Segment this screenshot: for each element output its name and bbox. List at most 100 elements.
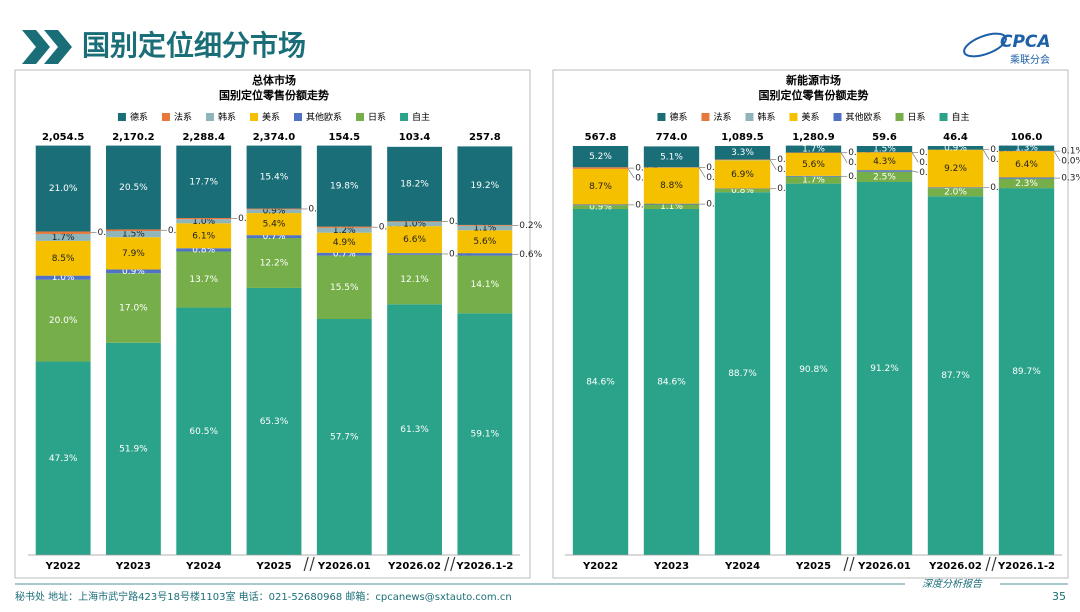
data-label: 12.1% — [400, 275, 429, 285]
legend-swatch — [162, 113, 170, 121]
total-label: 106.0 — [1011, 132, 1043, 143]
x-tick-label: Y2026.01 — [317, 561, 371, 572]
legend-swatch — [701, 113, 709, 121]
total-label: 257.8 — [469, 132, 501, 143]
data-label: 14.1% — [471, 280, 500, 290]
data-label: 89.7% — [1012, 367, 1041, 377]
x-tick-label: Y2023 — [115, 561, 151, 572]
bar-segment — [928, 187, 983, 188]
legend-label: 美系 — [801, 111, 819, 123]
logo: CPCA — [1000, 32, 1051, 52]
legend-label: 法系 — [713, 111, 731, 123]
leader-line — [1054, 151, 1060, 161]
axis-break — [451, 557, 455, 571]
bar-segment — [573, 167, 628, 169]
data-label: 6.6% — [403, 235, 426, 245]
bar-segment — [857, 170, 912, 172]
total-label: 46.4 — [943, 132, 968, 143]
data-label: 1.7% — [52, 233, 75, 243]
bar-segment — [786, 176, 841, 177]
bar-segment — [457, 225, 512, 226]
chart-title: 总体市场 — [252, 73, 296, 87]
data-label: 2.5% — [873, 172, 896, 182]
data-label: 1.5% — [873, 145, 896, 155]
data-label: 1.7% — [802, 145, 825, 155]
data-label: 8.5% — [52, 254, 75, 264]
legend-swatch — [206, 113, 214, 121]
data-label: 19.2% — [471, 181, 500, 191]
data-label: 6.4% — [1015, 160, 1038, 170]
legend-swatch — [789, 113, 797, 121]
data-label: 5.2% — [589, 152, 612, 162]
leader-line — [770, 160, 776, 170]
data-label: 84.6% — [657, 377, 686, 387]
data-label: 0.0% — [1061, 157, 1080, 167]
legend-swatch — [294, 113, 302, 121]
legend-label: 日系 — [908, 112, 926, 123]
legend-label: 韩系 — [218, 111, 236, 123]
bar-segment — [387, 221, 442, 222]
data-label: 59.1% — [471, 430, 500, 440]
data-label: 21.0% — [49, 184, 78, 194]
legend-swatch — [745, 113, 753, 121]
axis-break — [986, 557, 990, 571]
leader-line — [841, 153, 847, 163]
data-label: 1.5% — [122, 230, 145, 240]
total-label: 2,374.0 — [253, 132, 295, 143]
leader-line — [912, 153, 918, 163]
data-label: 0.2% — [519, 221, 542, 231]
axis-break — [992, 557, 996, 571]
data-label: 0.6% — [519, 250, 542, 260]
legend-swatch — [356, 113, 364, 121]
legend-label: 自主 — [412, 111, 430, 123]
data-label: 1.7% — [802, 176, 825, 186]
tagline: 深度分析报告 — [922, 578, 983, 590]
data-label: 6.9% — [731, 170, 754, 180]
x-tick-label: Y2022 — [582, 561, 618, 572]
data-label: 60.5% — [189, 427, 218, 437]
bar-segment — [106, 229, 161, 231]
bar-segment — [247, 209, 302, 210]
data-label: 5.6% — [802, 160, 825, 170]
x-tick-label: Y2026.1-2 — [997, 561, 1055, 572]
data-label: 90.8% — [799, 365, 828, 375]
x-tick-label: Y2026.01 — [857, 561, 911, 572]
legend-label: 美系 — [262, 111, 280, 123]
data-label: 6.1% — [192, 231, 215, 241]
legend-label: 韩系 — [757, 111, 775, 123]
bar-segment — [573, 204, 628, 205]
legend-swatch — [400, 113, 408, 121]
data-label: 4.9% — [333, 238, 356, 248]
data-label: 7.9% — [122, 249, 145, 259]
footer-contact: 秘书处 地址：上海市武宁路423号18号楼1103室 电话：021-526809… — [15, 590, 512, 603]
legend-label: 其他欧系 — [846, 111, 882, 123]
x-tick-label: Y2024 — [724, 561, 760, 572]
leader-line — [912, 171, 918, 172]
legend-label: 自主 — [952, 111, 970, 123]
legend-label: 法系 — [174, 111, 192, 123]
data-label: 17.0% — [119, 303, 148, 313]
data-label: 0.9% — [944, 143, 967, 153]
total-label: 154.5 — [328, 132, 360, 143]
legend-swatch — [657, 113, 665, 121]
total-label: 2,170.2 — [112, 132, 154, 143]
data-label: 19.8% — [330, 182, 359, 192]
axis-break — [850, 557, 854, 571]
x-tick-label: Y2025 — [795, 561, 831, 572]
data-label: 20.5% — [119, 183, 148, 193]
legend-swatch — [250, 113, 258, 121]
bar-segment — [317, 227, 372, 228]
x-tick-label: Y2024 — [185, 561, 221, 572]
bar-segment — [387, 253, 442, 255]
data-label: 5.4% — [263, 220, 286, 230]
bar-segment — [999, 177, 1054, 178]
total-label: 2,054.5 — [42, 132, 84, 143]
x-tick-label: Y2026.1-2 — [455, 561, 513, 572]
total-label: 774.0 — [656, 132, 688, 143]
data-label: 0.1% — [1061, 147, 1080, 157]
axis-break — [304, 557, 308, 571]
leader-line — [699, 168, 705, 178]
legend-swatch — [834, 113, 842, 121]
leader-line — [983, 150, 989, 160]
